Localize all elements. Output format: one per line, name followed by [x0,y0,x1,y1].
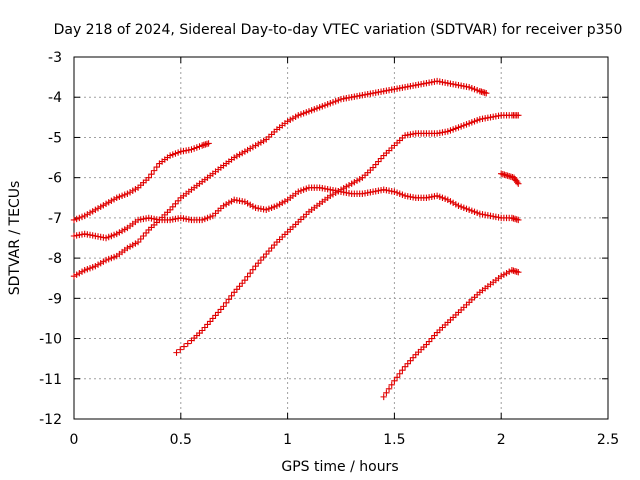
data-point [244,273,251,280]
x-tick-labels: 0 0.5 1 1.5 2 2.5 [70,432,620,448]
x-tick-label: 2.5 [597,432,619,448]
data-point [145,174,152,181]
series-4 [498,170,522,187]
series-3 [173,112,522,356]
x-tick-label: 0 [70,432,79,448]
data-point [220,303,227,310]
y-tick-label: -7 [48,211,62,227]
data-point [148,170,155,178]
data-point [380,393,387,401]
data-point [393,374,401,381]
plot-frame [73,56,609,420]
data-point [225,296,233,303]
y-tick-label: -6 [48,171,62,187]
y-tick-label: -4 [48,90,62,106]
x-axis-label: GPS time / hours [281,459,398,475]
y-tick-label: -9 [48,291,62,307]
data-point [483,90,490,97]
x-tick-label: 1 [283,432,292,448]
y-axis-label: SDTVAR / TECUs [7,181,23,296]
data-point [391,377,398,384]
data-point [388,381,395,389]
data-point [515,112,522,119]
data-point [515,268,522,276]
data-point [177,346,184,353]
data-point [514,178,521,186]
y-tick-label: -10 [39,332,62,348]
data-point [228,292,235,300]
data-point [173,349,180,356]
x-tick-label: 0.5 [170,432,192,448]
data-point [396,370,403,377]
y-tick-label: -11 [39,372,62,388]
data-point [205,140,212,147]
series-0 [70,140,212,224]
y-tick-label: -12 [39,412,62,428]
series-5 [380,266,522,401]
y-tick-labels: -3 -4 -5 -6 -7 -8 -9 -10 -11 -12 [39,50,62,428]
y-tick-label: -5 [48,130,62,146]
data-point [515,180,522,187]
chart-title: Day 218 of 2024, Sidereal Day-to-day VTE… [54,22,623,38]
data-point [184,340,191,347]
y-tick-label: -8 [48,251,62,267]
data-point [515,216,522,224]
series-1 [70,184,522,242]
data-point [247,269,254,277]
x-tick-label: 1.5 [383,432,405,448]
series-2 [70,77,490,280]
x-tick-label: 2 [497,432,506,448]
data-point [180,343,188,350]
data-point [399,367,406,374]
data-point [241,277,249,284]
axis-ticks [73,56,609,420]
data-point [385,385,393,393]
data-point [383,389,390,397]
data-point [222,299,230,307]
data-point [249,266,257,273]
data-point [150,167,158,174]
data-points [70,77,522,401]
grid [74,57,608,419]
data-point [153,163,160,171]
y-tick-label: -3 [48,50,62,66]
